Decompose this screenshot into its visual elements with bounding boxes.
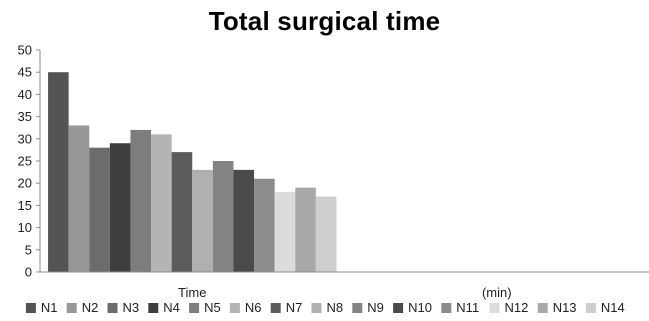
legend-label-n6: N6 <box>245 300 262 315</box>
y-tick-label: 0 <box>25 265 32 280</box>
x-axis: Time (min) <box>40 271 649 300</box>
x-category-label: (min) <box>482 285 512 300</box>
legend-label-n8: N8 <box>327 300 344 315</box>
y-tick-label: 5 <box>25 242 32 257</box>
legend-swatch-n12 <box>489 303 500 313</box>
bar-n2 <box>68 125 90 272</box>
legend-label-n11: N11 <box>456 300 479 315</box>
legend-swatch-n2 <box>66 303 77 313</box>
y-tick-label: 15 <box>18 198 32 213</box>
y-tick-label: 30 <box>18 131 32 146</box>
bar-n5 <box>130 129 152 272</box>
bar-n6 <box>151 134 172 272</box>
legend-swatch-n9 <box>352 303 363 313</box>
legend-swatch-n5 <box>189 303 200 313</box>
bar-n9 <box>212 161 234 272</box>
legend-label-n12: N12 <box>505 300 529 315</box>
legend-label-n4: N4 <box>163 300 180 315</box>
y-tick-label: 40 <box>18 87 32 102</box>
legend-swatch-n3 <box>107 303 118 313</box>
legend-label-n7: N7 <box>286 300 303 315</box>
bar-n3 <box>89 147 110 272</box>
bar-n8 <box>192 169 213 272</box>
bar-n1 <box>48 72 69 272</box>
legend-swatch-n4 <box>148 303 159 313</box>
bar-n12 <box>274 192 296 272</box>
legend-label-n13: N13 <box>553 300 577 315</box>
legend-swatch-n10 <box>393 303 404 313</box>
legend-label-n3: N3 <box>123 300 140 315</box>
bar-n10 <box>233 169 255 272</box>
y-tick-label: 45 <box>18 65 32 80</box>
bars <box>48 72 337 272</box>
legend-swatch-n6 <box>229 303 240 313</box>
legend-label-n10: N10 <box>408 300 432 315</box>
legend: N1 N2 N3 N4 N5 N6 N7 N8 N9 N10 N11 N12 N13 N14 <box>25 300 625 315</box>
legend-label-n9: N9 <box>367 300 384 315</box>
y-tick-label: 10 <box>18 220 32 235</box>
legend-swatch-n13 <box>537 303 548 313</box>
legend-label-n2: N2 <box>82 300 99 315</box>
legend-label-n14: N14 <box>601 300 625 315</box>
bar-n4 <box>109 143 131 272</box>
y-tick-label: 20 <box>18 176 32 191</box>
bar-n11 <box>254 178 275 272</box>
y-axis: 0 5 10 15 20 25 30 35 40 45 50 <box>18 43 41 280</box>
legend-label-n1: N1 <box>41 300 58 315</box>
legend-swatch-n8 <box>311 303 322 313</box>
y-tick-label: 50 <box>18 43 32 58</box>
bar-n7 <box>171 152 193 272</box>
bar-n13 <box>295 187 316 272</box>
x-category-label: Time <box>178 285 206 300</box>
y-tick-label: 25 <box>18 154 32 169</box>
legend-swatch-n14 <box>585 303 596 313</box>
legend-swatch-n11 <box>441 303 452 313</box>
chart-title: Total surgical time <box>208 6 441 36</box>
y-tick-label: 35 <box>18 109 32 124</box>
legend-label-n5: N5 <box>204 300 221 315</box>
legend-swatch-n7 <box>270 303 281 313</box>
bar-n14 <box>315 196 337 272</box>
legend-swatch-n1 <box>25 303 36 313</box>
